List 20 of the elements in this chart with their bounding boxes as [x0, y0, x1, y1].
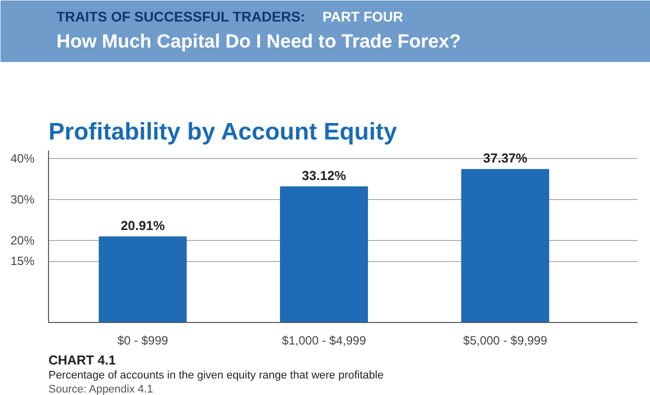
y-tick-label: 30% — [10, 192, 35, 207]
bar — [280, 186, 368, 322]
data-label: 20.91% — [120, 218, 166, 233]
text: PART FOUR — [322, 8, 404, 24]
y-tick-label: 20% — [10, 234, 35, 248]
x-tick-label: $0 - $999 — [117, 334, 168, 348]
data-label: 37.37% — [483, 150, 528, 166]
source-note: Source: Appendix 4.1 — [48, 384, 154, 395]
x-tick-label: $5,000 - $9,999 — [463, 334, 548, 348]
chart-title: Profitability by Account Equity — [48, 118, 398, 146]
bar — [98, 236, 187, 322]
y-tick-label: 15% — [10, 254, 35, 268]
bar — [461, 168, 550, 322]
caption: CHART 4.1 — [48, 352, 116, 368]
text: Percentage of accounts in the given equity range that were profitable — [48, 370, 384, 382]
text: How Much Capital Do I Need to Trade Forex? — [56, 32, 461, 52]
data-label: 33.12% — [302, 168, 346, 183]
text: TRAITS OF SUCCESSFUL TRADERS: — [56, 8, 306, 24]
y-tick-label: 40% — [10, 152, 35, 166]
x-tick-label: $1,000 - $4,999 — [282, 334, 366, 348]
